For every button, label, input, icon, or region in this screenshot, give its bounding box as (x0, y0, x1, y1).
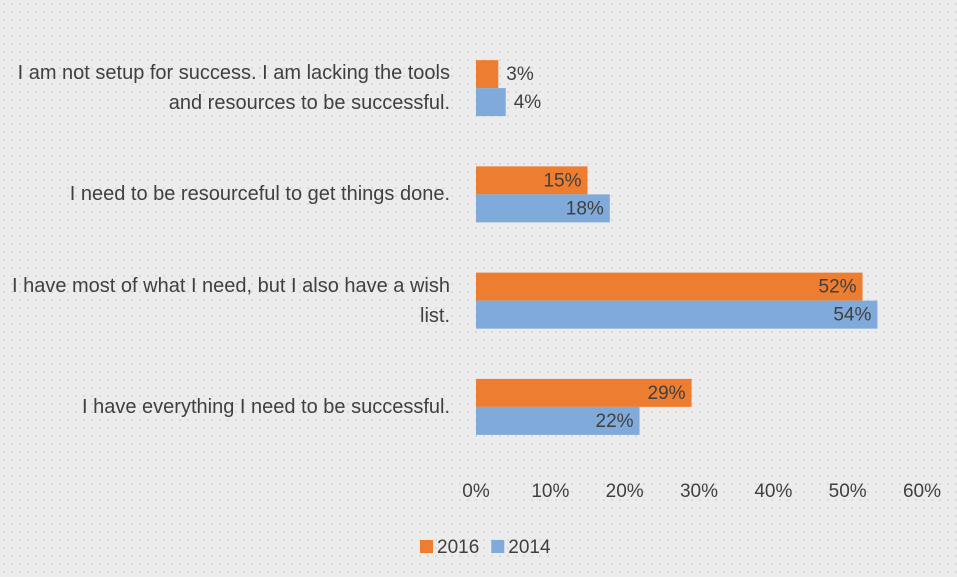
category-label: I am not setup for success. I am lacking… (17, 62, 450, 115)
value-label: 52% (819, 277, 857, 298)
bar (476, 88, 506, 117)
value-label: 15% (543, 170, 581, 191)
x-tick-label: 10% (531, 481, 569, 502)
category-label: I have most of what I need, but I also h… (11, 274, 450, 327)
legend-swatch (420, 540, 433, 553)
value-label: 4% (514, 92, 542, 113)
x-tick-label: 0% (462, 481, 490, 502)
bar (476, 300, 878, 329)
bar (476, 272, 863, 301)
bar (476, 378, 692, 407)
bar (476, 166, 588, 195)
bar (476, 60, 499, 89)
x-tick-label: 50% (829, 481, 867, 502)
bar (476, 406, 640, 435)
x-tick-label: 20% (606, 481, 644, 502)
value-label: 18% (566, 198, 604, 219)
x-tick-label: 60% (903, 481, 941, 502)
legend-label: 2016 (437, 537, 479, 558)
value-label: 54% (833, 305, 871, 326)
x-tick-label: 30% (680, 481, 718, 502)
category-label: I need to be resourceful to get things d… (69, 183, 450, 206)
value-label: 3% (506, 64, 534, 85)
value-label: 22% (596, 411, 634, 432)
category-label: I have everything I need to be successfu… (82, 395, 450, 418)
legend-swatch (491, 540, 505, 553)
bar (476, 194, 610, 223)
legend-label: 2014 (508, 537, 551, 558)
value-label: 29% (648, 383, 686, 404)
x-tick-label: 40% (754, 481, 792, 502)
